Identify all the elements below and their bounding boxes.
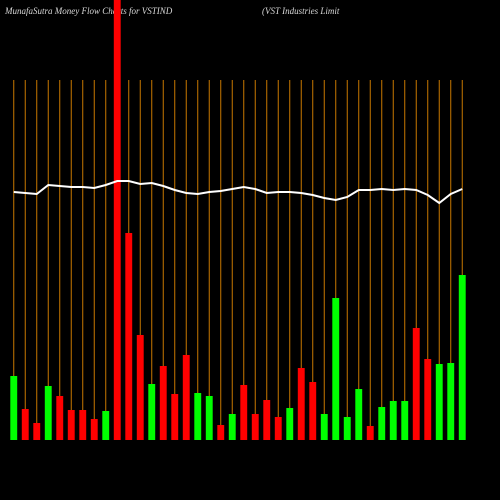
bar [102,411,110,440]
bar [44,386,52,440]
bar [228,414,236,440]
bar [148,384,156,440]
bar [90,419,98,440]
bar [33,423,41,440]
chart-subtitle: (VST Industries Limit [262,6,340,16]
bar [378,407,386,440]
bar [412,328,420,440]
bar [424,359,432,440]
bar [125,233,133,440]
bar [435,364,443,440]
bar [79,410,87,440]
bar [136,335,144,440]
chart-title: MunafaSutra Money Flow Charts for VSTIND [4,6,173,16]
bar [217,425,225,440]
bar [458,275,466,440]
bar [10,376,18,440]
bar [56,396,64,440]
bar [320,414,328,440]
bar [274,417,282,440]
bar [297,368,305,440]
money-flow-line [13,180,463,205]
bar [159,366,167,440]
bar [194,393,202,440]
bar [113,0,121,440]
bar [263,400,271,440]
bar [401,401,409,440]
bar [286,408,294,440]
bar [251,414,259,440]
bar [309,382,317,440]
bar [355,389,363,440]
bar [182,355,190,440]
bar [21,409,29,440]
bar [343,417,351,440]
bar [389,401,397,440]
bar [447,363,455,440]
bar [240,385,248,440]
bar [171,394,179,440]
bar [332,298,340,440]
bar [67,410,75,440]
bar [205,396,213,440]
bar [366,426,374,440]
